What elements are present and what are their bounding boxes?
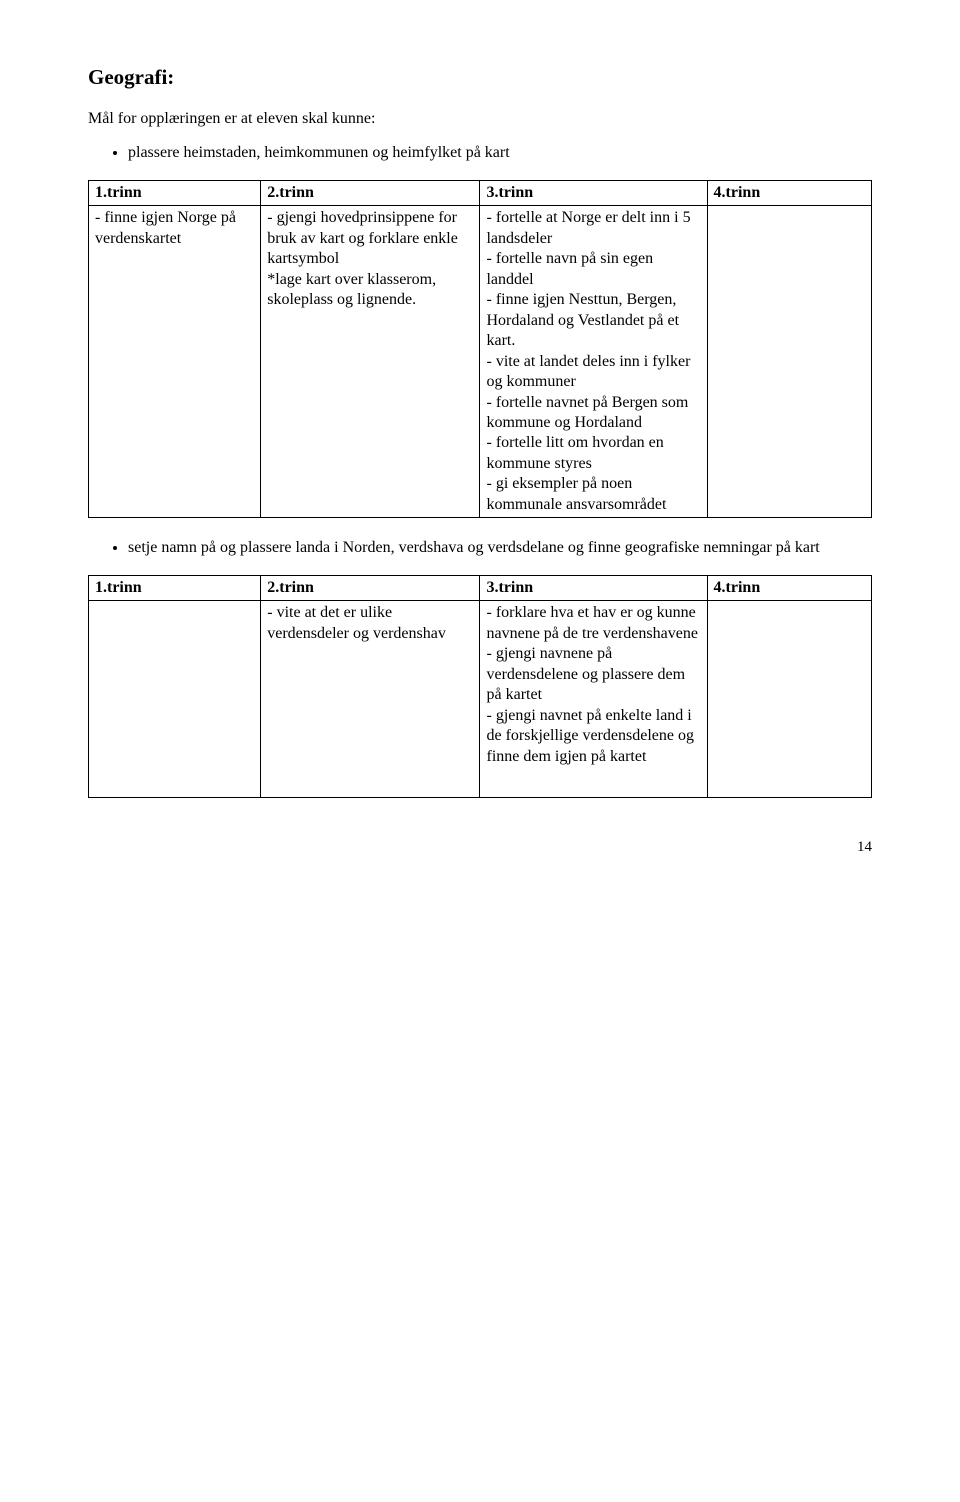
table-2: 1.trinn 2.trinn 3.trinn 4.trinn - vite a… xyxy=(88,575,872,798)
cell xyxy=(707,206,871,518)
col-header: 2.trinn xyxy=(261,575,480,600)
goal-list-2: setje namn på og plassere landa i Norden… xyxy=(88,538,872,558)
page-number: 14 xyxy=(88,838,872,857)
table-row: 1.trinn 2.trinn 3.trinn 4.trinn xyxy=(89,575,872,600)
cell: - fortelle at Norge er delt inn i 5 land… xyxy=(480,206,707,518)
table-row: - vite at det er ulike verdensdeler og v… xyxy=(89,601,872,798)
cell: - gjengi hovedprinsippene for bruk av ka… xyxy=(261,206,480,518)
intro-text: Mål for opplæringen er at eleven skal ku… xyxy=(88,109,872,129)
goal-list-1: plassere heimstaden, heimkommunen og hei… xyxy=(88,143,872,163)
table-row: - finne igjen Norge på verdenskartet - g… xyxy=(89,206,872,518)
cell xyxy=(89,601,261,798)
col-header: 4.trinn xyxy=(707,180,871,205)
table-row: 1.trinn 2.trinn 3.trinn 4.trinn xyxy=(89,180,872,205)
cell-text-part: lage kart over klasserom, skoleplass og … xyxy=(267,271,436,308)
cell: - finne igjen Norge på verdenskartet xyxy=(89,206,261,518)
goal-bullet: setje namn på og plassere landa i Norden… xyxy=(128,538,872,558)
table-1: 1.trinn 2.trinn 3.trinn 4.trinn - finne … xyxy=(88,180,872,519)
page-title: Geografi: xyxy=(88,64,872,91)
cell-text: *lage kart over klasserom, skoleplass og… xyxy=(267,271,436,308)
col-header: 1.trinn xyxy=(89,575,261,600)
col-header: 1.trinn xyxy=(89,180,261,205)
col-header: 3.trinn xyxy=(480,180,707,205)
col-header: 3.trinn xyxy=(480,575,707,600)
cell-text: - gjengi hovedprinsippene for bruk av ka… xyxy=(267,208,473,269)
cell xyxy=(707,601,871,798)
cell: - vite at det er ulike verdensdeler og v… xyxy=(261,601,480,798)
cell: - forklare hva et hav er og kunne navnen… xyxy=(480,601,707,798)
col-header: 4.trinn xyxy=(707,575,871,600)
col-header: 2.trinn xyxy=(261,180,480,205)
goal-bullet: plassere heimstaden, heimkommunen og hei… xyxy=(128,143,872,163)
